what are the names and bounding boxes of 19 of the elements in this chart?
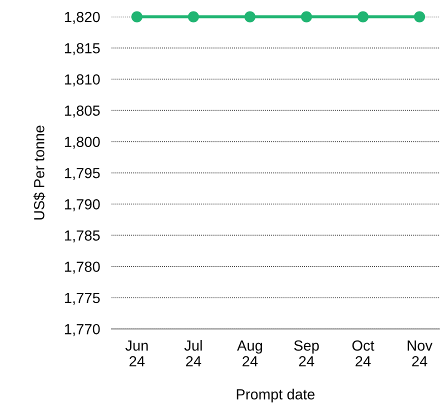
y-tick-label: 1,795 [65, 168, 100, 180]
x-tick-label: Jun 24 [125, 340, 148, 366]
y-tick-label: 1,800 [65, 136, 100, 149]
y-tick-label: 1,770 [65, 324, 100, 336]
x-tick-label: Nov 24 [408, 340, 432, 366]
x-axis-title: Prompt date [236, 388, 314, 402]
y-tick-label: 1,775 [65, 292, 100, 305]
y-tick-label: 1,810 [65, 74, 100, 86]
x-tick-label: Sep 24 [294, 340, 319, 366]
y-tick-label: 1,805 [65, 106, 100, 118]
x-tick-label: Oct 24 [352, 340, 374, 366]
y-axis-title: US$ Per tonne [33, 126, 46, 220]
y-tick-label: 1,820 [65, 12, 100, 24]
y-tick-label: 1,815 [65, 43, 100, 56]
y-tick-label: 1,780 [65, 262, 100, 274]
y-tick-label: 1,785 [65, 230, 100, 242]
y-tick-label: 1,790 [65, 199, 100, 212]
x-tick-label: Jul 24 [184, 340, 202, 366]
x-tick-label: Aug 24 [237, 340, 262, 366]
